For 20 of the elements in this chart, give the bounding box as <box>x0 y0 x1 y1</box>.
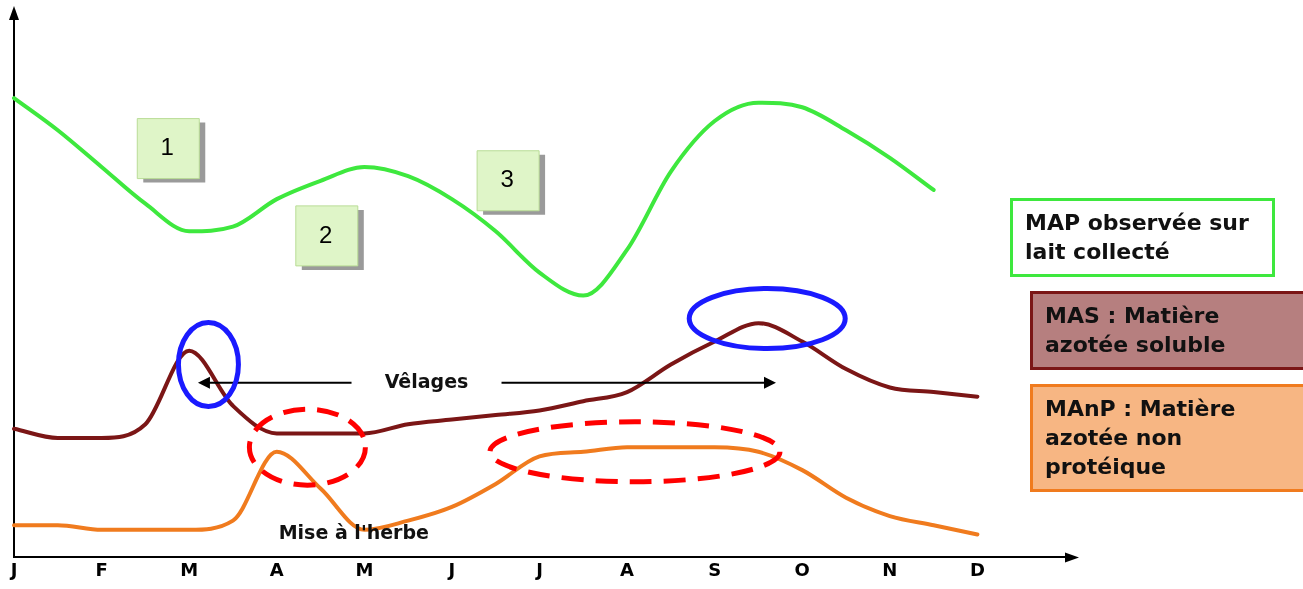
annotation: 1 <box>160 133 174 161</box>
x-tick-label: A <box>269 558 284 580</box>
x-tick-label: S <box>708 558 722 580</box>
x-tick-label: F <box>95 558 108 580</box>
x-tick-label: A <box>620 558 635 580</box>
x-tick-label: J <box>446 558 456 580</box>
legend-box: MAnP : Matière azotée non protéique <box>1030 384 1303 493</box>
x-tick-label: N <box>882 558 898 580</box>
x-tick-label: M <box>180 558 199 580</box>
annotation: 3 <box>500 165 514 193</box>
legend-box: MAP observée sur lait collecté <box>1010 198 1275 278</box>
x-tick-label: J <box>534 558 543 580</box>
x-tick-label: J <box>8 558 18 580</box>
x-tick-label: D <box>969 558 985 580</box>
legend-box: MAS : Matière azotée soluble <box>1030 291 1303 371</box>
annotation: 2 <box>319 220 333 248</box>
annotation: Vêlages <box>384 369 469 392</box>
annotation: Mise à l'herbe <box>278 521 429 544</box>
x-tick-label: O <box>794 558 810 580</box>
x-tick-label: M <box>355 558 374 580</box>
